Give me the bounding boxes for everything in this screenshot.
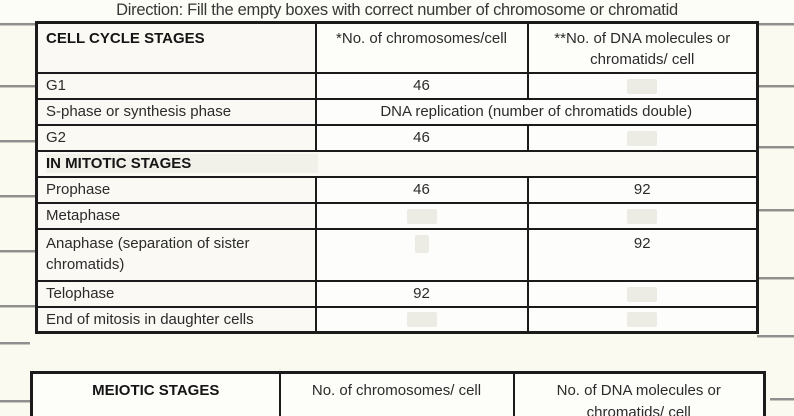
cell-mitotic-section: IN MITOTIC STAGES [35, 149, 759, 178]
ruled-line [0, 305, 36, 307]
cell-metaphase-label: Metaphase [35, 201, 317, 230]
stage-label: G2 [46, 129, 67, 146]
empty-answer-cell-metaphase-chromatids[interactable] [526, 201, 759, 230]
header-meiotic-chromosomes: No. of chromosomes/ cell [278, 371, 515, 416]
empty-answer-cell-g2-chromatids[interactable] [526, 123, 759, 152]
cell-g2-chromosomes: 46 [314, 123, 529, 152]
ruled-line [0, 140, 36, 142]
row-metaphase: Metaphase [35, 201, 759, 230]
header-no-of-chromosomes: *No. of chromosomes/cell [314, 21, 529, 74]
row-anaphase: Anaphase (separation of sister chromatid… [35, 227, 759, 282]
empty-answer-cell-end-chromosomes[interactable] [314, 305, 529, 334]
header-label: CELL CYCLE STAGES [46, 30, 205, 47]
cell-telophase-chromosomes: 92 [314, 279, 529, 308]
erased-answer-smudge [627, 286, 658, 302]
cell-anaphase-label: Anaphase (separation of sister chromatid… [35, 227, 317, 282]
header-label: **No. of DNA molecules or chromatids/ ce… [554, 30, 731, 68]
erased-answer-smudge [627, 312, 658, 328]
row-mitotic-section: IN MITOTIC STAGES [35, 149, 759, 178]
empty-answer-cell-anaphase-chromosomes[interactable] [314, 227, 529, 282]
cell-prophase-chromatids: 92 [526, 175, 759, 204]
erased-answer-smudge [406, 312, 437, 328]
header-no-of-dna-molecules: **No. of DNA molecules or chromatids/ ce… [526, 21, 759, 74]
cell-g1-label: G1 [35, 71, 317, 100]
row-end-of-mitosis: End of mitosis in daughter cells [35, 305, 759, 334]
cell-value: 46 [413, 77, 430, 94]
meiotic-table: MEIOTIC STAGES No. of chromosomes/ cell … [30, 371, 766, 416]
ruled-line [0, 85, 36, 87]
cell-end-of-mitosis-label: End of mitosis in daughter cells [35, 305, 317, 334]
erased-answer-smudge [414, 234, 429, 253]
erased-answer-smudge [627, 130, 658, 146]
cell-value: 92 [633, 234, 651, 252]
header-meiotic-stages: MEIOTIC STAGES [30, 371, 281, 416]
header-label: No. of chromosomes/ cell [311, 382, 482, 399]
ruled-line [0, 400, 30, 402]
header-label: MEIOTIC STAGES [92, 382, 220, 399]
ruled-line [770, 398, 794, 400]
stage-label: Telophase [46, 285, 115, 302]
cell-value: 46 [413, 181, 430, 198]
cell-s-phase-label: S-phase or synthesis phase [35, 97, 317, 126]
cell-telophase-label: Telophase [35, 279, 317, 308]
stage-label: Metaphase [46, 207, 121, 224]
erased-answer-smudge [627, 78, 658, 94]
ruled-line [0, 195, 36, 197]
ruled-line [757, 277, 794, 279]
cell-prophase-label: Prophase [35, 175, 317, 204]
stage-label: G1 [46, 77, 67, 94]
row-g2: G2 46 [35, 123, 759, 152]
row-s-phase: S-phase or synthesis phase DNA replicati… [35, 97, 759, 126]
empty-answer-cell-telophase-chromatids[interactable] [526, 279, 759, 308]
header-label: *No. of chromosomes/cell [336, 30, 507, 47]
ruled-line [757, 85, 794, 87]
header-label: No. of DNA molecules or chromatids/ cell [556, 382, 721, 416]
section-label: IN MITOTIC STAGES [46, 154, 318, 173]
stage-label: S-phase or synthesis phase [46, 103, 232, 120]
ruled-line [757, 335, 794, 337]
row-g1: G1 46 [35, 71, 759, 100]
row-telophase: Telophase 92 [35, 279, 759, 308]
cell-cycle-table: CELL CYCLE STAGES *No. of chromosomes/ce… [35, 21, 759, 334]
row-prophase: Prophase 46 92 [35, 175, 759, 204]
empty-answer-cell-end-chromatids[interactable] [526, 305, 759, 334]
stage-label: Prophase [46, 181, 111, 198]
cell-anaphase-chromatids: 92 [526, 227, 759, 282]
ruled-line [757, 146, 794, 148]
cell-g2-label: G2 [35, 123, 317, 152]
worksheet-direction-title: Direction: Fill the empty boxes with cor… [116, 1, 678, 19]
stage-label: End of mitosis in daughter cells [46, 310, 254, 328]
cell-prophase-chromosomes: 46 [314, 175, 529, 204]
cell-value: DNA replication (number of chromatids do… [380, 103, 693, 120]
ruled-line [757, 209, 794, 211]
title-background-strip [0, 0, 794, 22]
table-header-row: CELL CYCLE STAGES *No. of chromosomes/ce… [35, 21, 759, 74]
cell-value: 46 [413, 129, 430, 146]
erased-answer-smudge [406, 208, 437, 224]
cell-g1-chromosomes: 46 [314, 71, 529, 100]
ruled-line [0, 342, 30, 344]
cell-s-phase-note: DNA replication (number of chromatids do… [314, 97, 759, 126]
cell-value: 92 [413, 285, 430, 302]
cell-value: 92 [633, 181, 651, 198]
empty-answer-cell-metaphase-chromosomes[interactable] [314, 201, 529, 230]
empty-answer-cell-g1-chromatids[interactable] [526, 71, 759, 100]
erased-answer-smudge [627, 208, 658, 224]
header-cell-cycle-stages: CELL CYCLE STAGES [35, 21, 317, 74]
ruled-line [0, 250, 36, 252]
meiotic-header-row: MEIOTIC STAGES No. of chromosomes/ cell … [30, 371, 766, 416]
stage-label: Anaphase (separation of sister chromatid… [46, 234, 250, 273]
header-meiotic-dna-molecules: No. of DNA molecules or chromatids/ cell [512, 371, 766, 416]
